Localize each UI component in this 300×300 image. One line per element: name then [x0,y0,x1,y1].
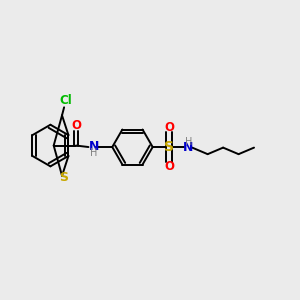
Text: H: H [185,137,192,147]
Text: H: H [90,148,98,158]
Text: S: S [59,171,68,184]
Text: Cl: Cl [60,94,73,107]
Text: O: O [71,119,81,132]
Text: N: N [183,140,194,154]
Text: S: S [164,140,174,154]
Text: O: O [164,121,174,134]
Text: N: N [89,140,99,153]
Text: O: O [164,160,174,173]
